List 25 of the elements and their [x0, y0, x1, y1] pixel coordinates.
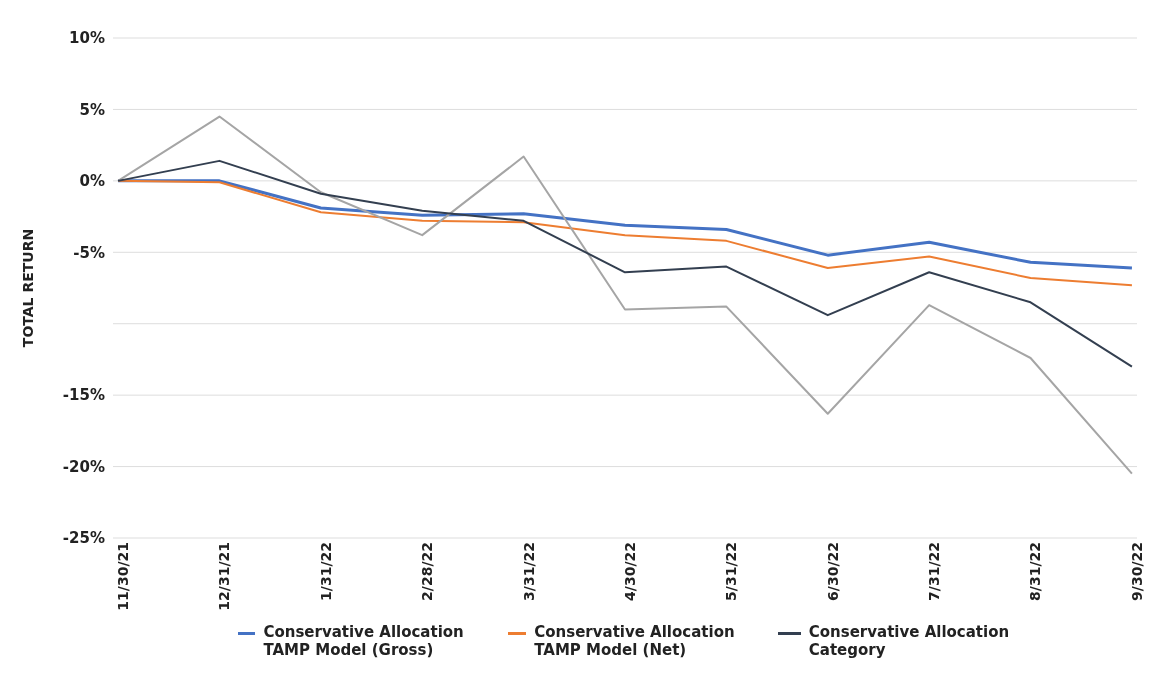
x-tick-label: 3/31/22	[520, 542, 537, 601]
y-tick-label: 5%	[79, 100, 105, 119]
x-tick-label: 9/30/22	[1128, 542, 1145, 601]
y-tick-label: -5%	[73, 243, 105, 262]
x-tick-label: 4/30/22	[621, 542, 638, 601]
legend-label: Conservative Allocation Category	[808, 623, 1011, 659]
x-tick-label: 7/31/22	[926, 542, 943, 601]
x-tick-label: 12/31/21	[216, 542, 233, 611]
line-series	[117, 159, 1133, 368]
legend-label: Conservative Allocation TAMP Model (Net)	[534, 623, 736, 659]
x-tick-label: 8/31/22	[1027, 542, 1044, 601]
y-tick-label: -20%	[62, 457, 105, 476]
x-tick-label: 11/30/21	[115, 542, 132, 611]
legend-label: Conservative Allocation TAMP Model (Gross)	[263, 623, 465, 659]
line-series	[117, 115, 1133, 475]
x-tick-label: 2/28/22	[419, 542, 436, 601]
y-tick-label: 10%	[69, 29, 105, 48]
y-tick-label: 0%	[79, 172, 105, 191]
x-tick-label: 1/31/22	[317, 542, 334, 601]
x-tick-label: 6/30/22	[824, 542, 841, 601]
x-tick-label: 5/31/22	[723, 542, 740, 601]
line-series	[117, 179, 1133, 287]
y-axis-title: TOTAL RETURN	[19, 228, 36, 348]
y-tick-label: -15%	[62, 386, 105, 405]
y-tick-label: -25%	[62, 529, 105, 548]
